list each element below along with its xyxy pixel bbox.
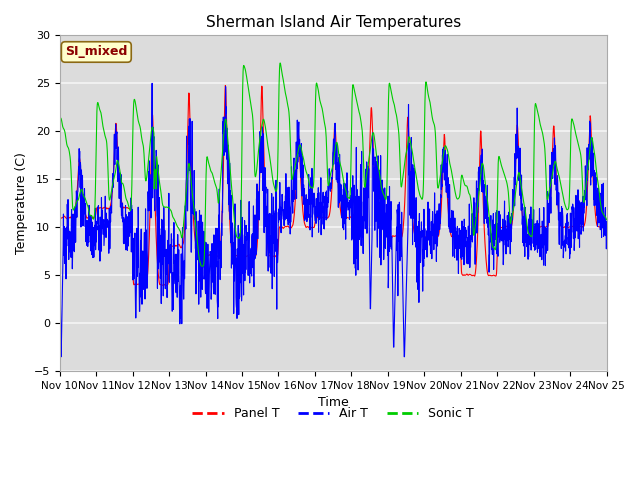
Line: Air T: Air T [60, 84, 607, 357]
Sonic T [362, 183, 369, 189]
Panel T [56, 215, 63, 221]
Text: SI_mixed: SI_mixed [65, 46, 127, 59]
Air T [349, 222, 357, 228]
Line: Panel T: Panel T [60, 85, 607, 286]
Sonic T [209, 171, 216, 177]
Air T [148, 81, 156, 86]
Panel T [221, 83, 229, 88]
Panel T [603, 225, 611, 230]
Air T [362, 226, 369, 232]
Air T [603, 218, 611, 224]
Air T [57, 354, 65, 360]
Sonic T [199, 264, 207, 269]
Sonic T [276, 60, 284, 66]
Panel T [362, 215, 369, 220]
Line: Sonic T: Sonic T [60, 63, 607, 266]
Y-axis label: Temperature (C): Temperature (C) [15, 152, 28, 254]
Title: Sherman Island Air Temperatures: Sherman Island Air Temperatures [205, 15, 461, 30]
Panel T [162, 283, 170, 288]
Panel T [209, 252, 216, 258]
Air T [570, 210, 578, 216]
Sonic T [603, 217, 611, 223]
Air T [493, 241, 500, 247]
Air T [209, 279, 216, 285]
Panel T [493, 271, 500, 277]
Legend: Panel T, Air T, Sonic T: Panel T, Air T, Sonic T [188, 402, 479, 425]
Sonic T [56, 115, 63, 120]
Sonic T [570, 122, 578, 128]
Air T [555, 190, 563, 195]
Sonic T [555, 172, 563, 178]
Sonic T [349, 83, 357, 88]
Panel T [349, 215, 357, 220]
Air T [56, 215, 63, 220]
X-axis label: Time: Time [318, 396, 349, 409]
Panel T [570, 225, 578, 230]
Panel T [555, 211, 563, 216]
Sonic T [493, 234, 500, 240]
